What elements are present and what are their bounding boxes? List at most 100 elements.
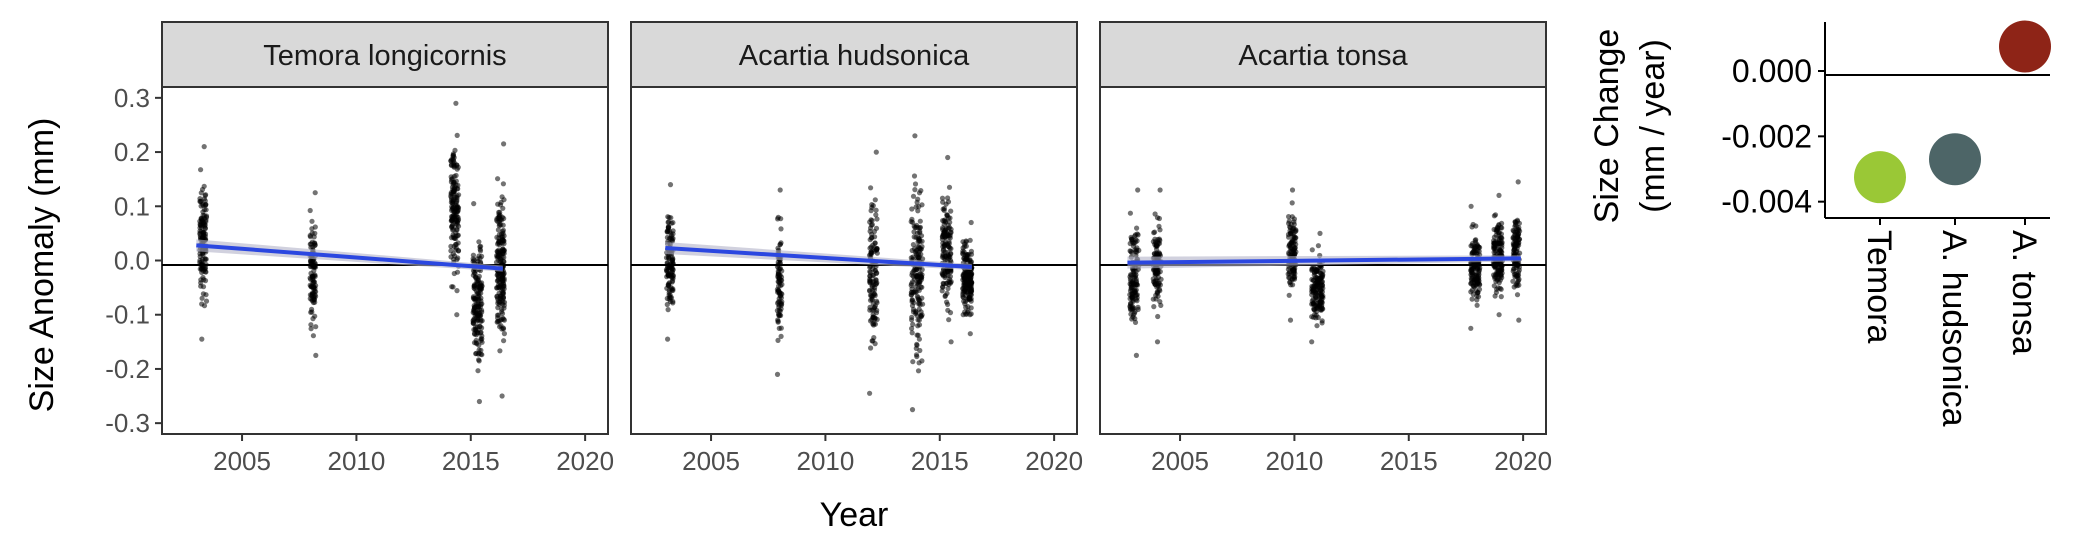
data-point [665,219,671,225]
data-point [453,241,459,247]
data-point [872,197,878,203]
data-point [313,324,319,330]
data-point [968,219,974,226]
data-point [664,268,670,274]
data-point [664,285,670,291]
data-point [776,296,782,302]
data-point [968,292,974,298]
data-point [308,322,314,328]
data-point [909,325,915,332]
data-point [312,292,318,298]
data-point [871,320,877,327]
data-point [202,198,208,204]
data-point [909,330,915,336]
data-point [962,257,968,263]
data-point [199,295,205,301]
data-point [454,288,460,294]
data-point [453,100,459,106]
data-point [494,217,500,223]
data-point [501,338,507,344]
data-point [308,326,314,332]
data-point [471,340,478,346]
data-point [778,274,785,280]
y-axis: 0.3 0.2 0.1 0.0 -0.1 -0.2 -0.3 [105,83,162,438]
data-point [909,303,916,309]
data-point [501,141,507,147]
data-point [1289,228,1295,234]
data-point [1151,279,1157,286]
data-point [1131,305,1137,311]
data-point [778,226,784,232]
data-point [1510,278,1516,284]
data-point [940,271,946,278]
data-point [501,316,507,322]
data-point [310,316,316,322]
coef-points [1854,20,2051,204]
data-point [1498,267,1505,273]
data-point [1156,236,1162,242]
data-point [873,225,880,231]
data-point [1155,289,1161,295]
data-point [967,331,973,337]
data-points [663,133,975,413]
data-point [1292,274,1298,280]
data-point [310,333,316,339]
data-point [1134,282,1141,288]
data-point [909,247,915,254]
data-point [200,274,206,281]
data-point [1472,237,1478,244]
data-point [1476,281,1483,287]
data-point [867,287,873,293]
data-point [494,293,500,299]
data-point [939,195,946,201]
strip-background [1099,21,1547,88]
category-label: A. hudsonica [1935,230,1973,427]
data-point [961,275,967,281]
data-point [1127,288,1134,294]
data-point [203,298,210,304]
data-point [1309,283,1315,289]
data-point [1516,220,1522,226]
x-tick-label: 2020 [1025,446,1083,476]
data-point [501,197,507,203]
y-tick-label: -0.2 [105,354,150,384]
data-point [455,223,462,229]
data-point [500,290,506,296]
data-point [1510,250,1517,256]
data-point [477,286,483,292]
data-point [197,251,203,257]
data-point [479,301,485,307]
data-point [914,341,920,347]
data-point [198,280,204,286]
data-point [495,201,501,207]
data-point [494,249,500,255]
data-point [873,212,879,218]
data-point [665,336,671,342]
data-point [1491,213,1497,219]
data-point [874,216,880,222]
y-tick-label: 0.2 [114,137,150,167]
data-point [1130,294,1136,300]
data-point [670,220,676,226]
data-point [666,235,673,241]
data-point [1132,319,1139,325]
data-point [913,204,919,210]
data-point [475,368,481,374]
data-point [945,242,951,248]
data-point [1515,278,1521,284]
data-point [1514,292,1521,298]
data-point [666,296,672,302]
data-point [1494,270,1500,276]
data-point [472,297,478,303]
x-tick-label: 2015 [911,446,969,476]
data-point [1498,272,1504,278]
data-point [1493,278,1499,285]
data-point [912,133,918,139]
data-point [910,242,917,248]
data-point [1293,241,1299,247]
trend-line-segment [1127,256,1521,265]
data-point [868,250,874,256]
data-point [1128,248,1134,254]
data-point [312,190,318,196]
